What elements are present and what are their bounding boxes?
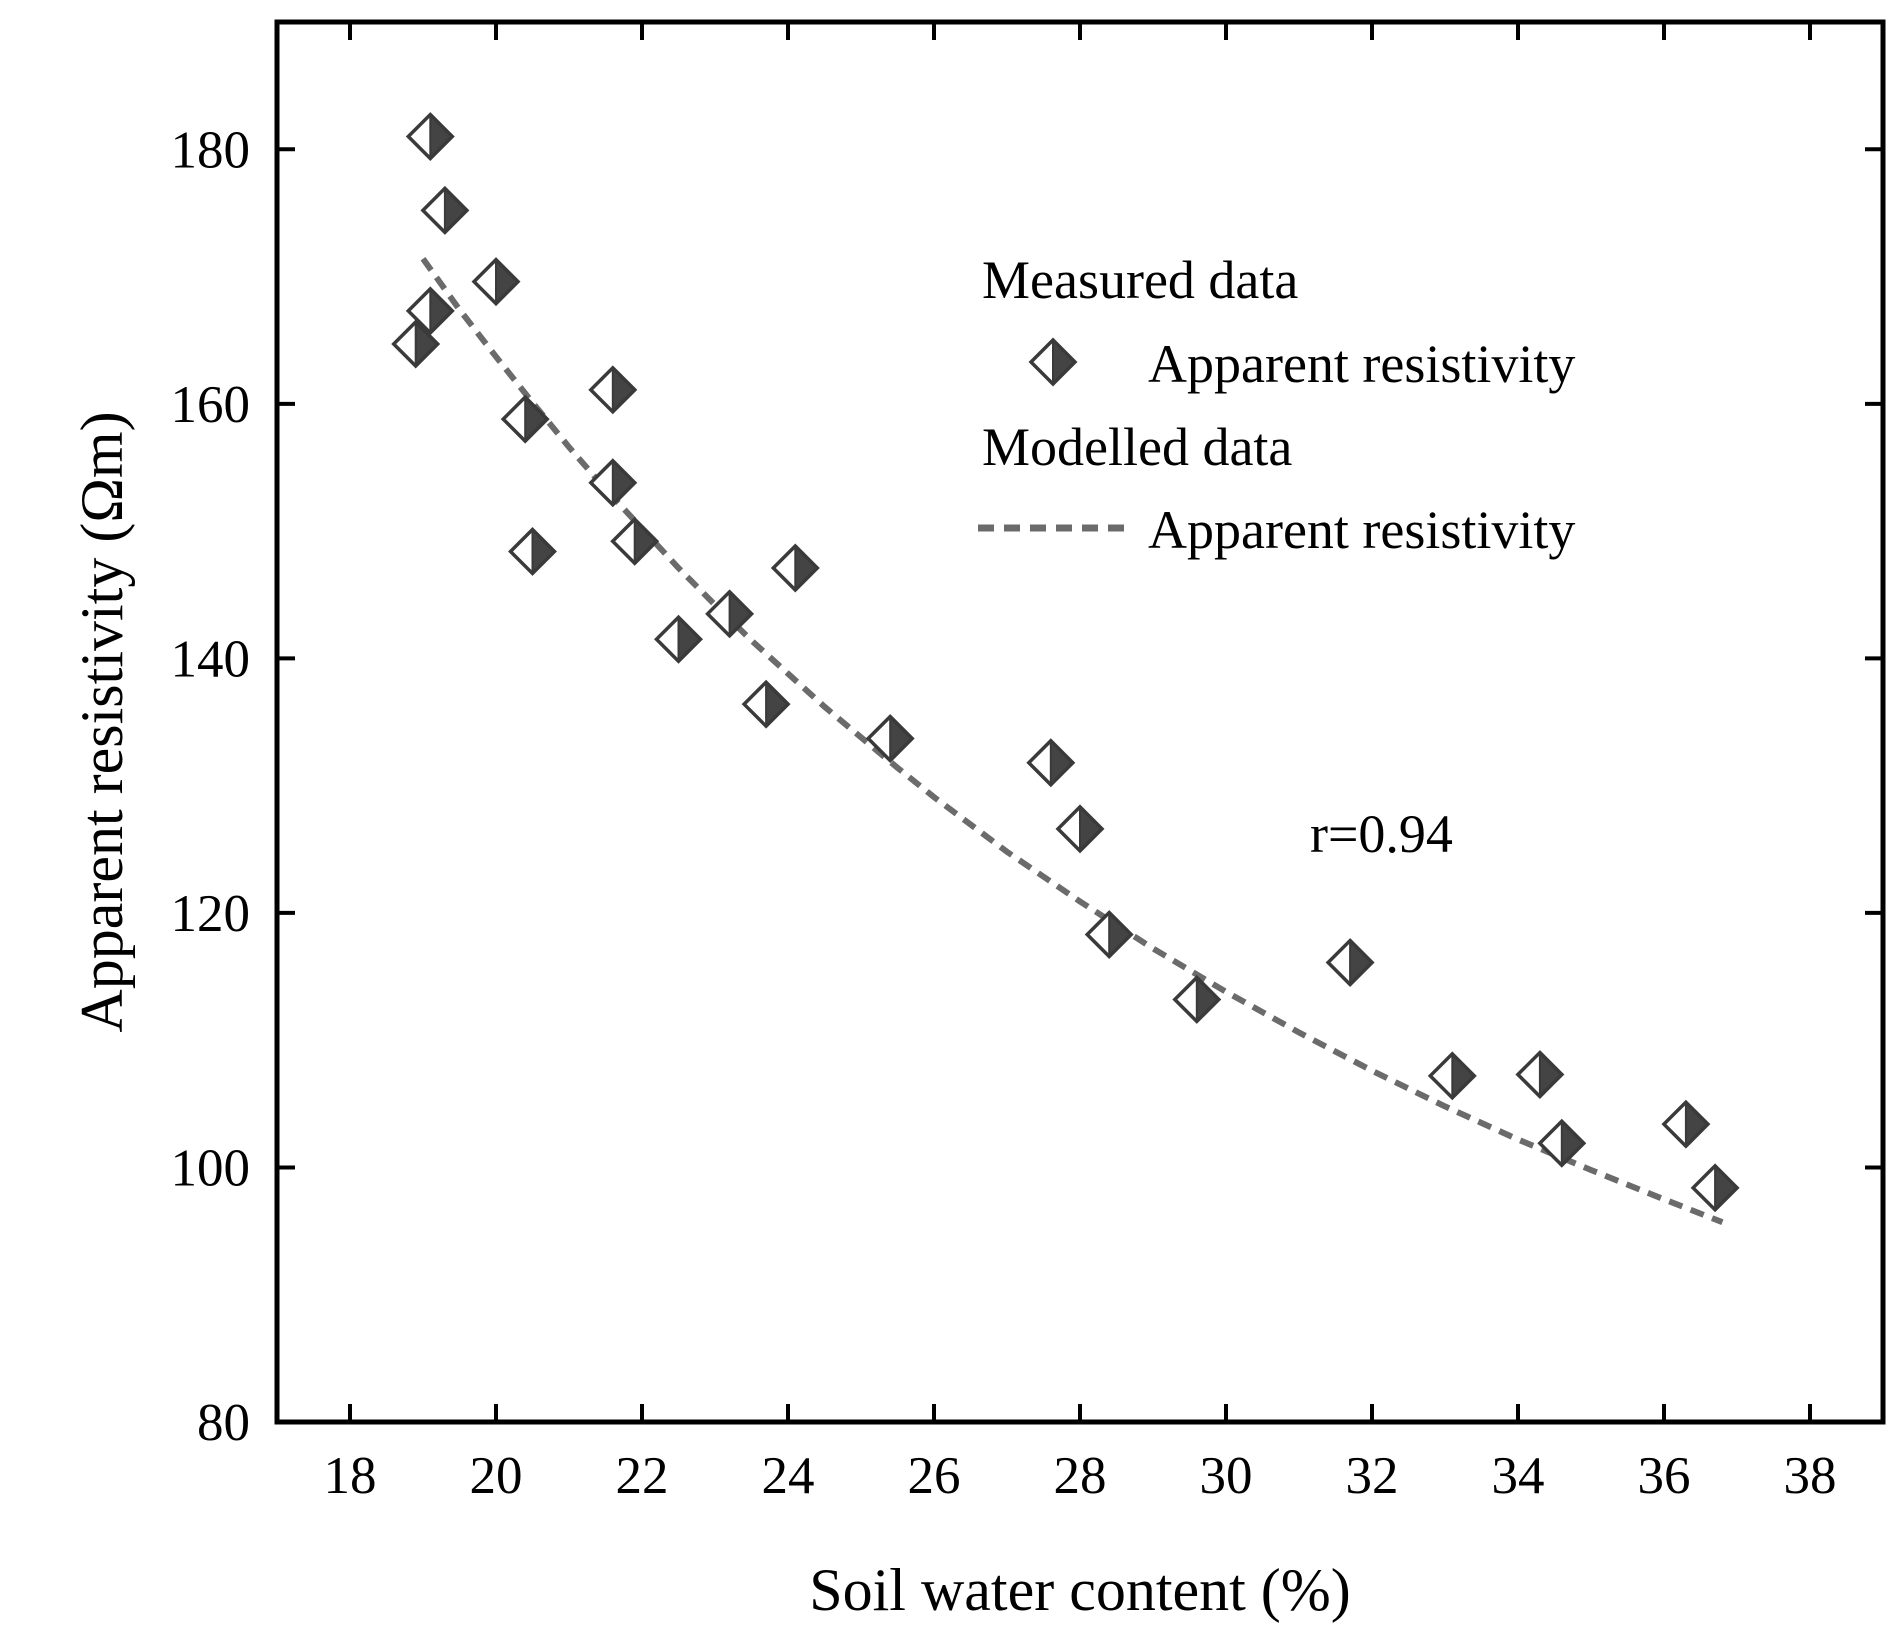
data-point (1172, 974, 1222, 1024)
data-point (654, 614, 703, 664)
x-tick-label: 30 (1200, 1447, 1253, 1505)
data-point (588, 458, 638, 508)
data-point (1515, 1050, 1565, 1100)
data-point (1055, 804, 1105, 854)
data-point (1427, 1051, 1477, 1101)
x-tick-label: 26 (908, 1447, 961, 1505)
measured-points-layer (391, 112, 1740, 1213)
legend-diamond-marker (1028, 337, 1078, 387)
legend-diamond-icon (1028, 337, 1078, 387)
y-tick-label: 100 (171, 1139, 251, 1197)
modelled-fit-layer (420, 256, 1724, 1225)
data-point (1325, 938, 1375, 988)
legend-modelled-label: Apparent resistivity (1148, 500, 1575, 560)
x-tick-label: 18 (324, 1447, 377, 1505)
x-tick-label: 38 (1784, 1447, 1837, 1505)
data-point (1537, 1118, 1587, 1168)
data-point (405, 112, 455, 162)
data-point (471, 257, 521, 307)
ticks-layer: 18 20 22 24 26 28 30 32 34 36 38 80 100 120 140 160 180 (171, 22, 1883, 1505)
y-tick-label: 120 (171, 885, 251, 943)
y-axis-label: Apparent resistivity (Ωm) (69, 411, 135, 1032)
data-point (500, 394, 550, 444)
data-point (405, 286, 455, 336)
y-tick-label: 160 (171, 376, 251, 434)
data-point (391, 319, 441, 369)
y-tick-label: 180 (171, 121, 251, 179)
x-tick-label: 20 (470, 1447, 523, 1505)
legend: Measured data Apparent resistivity Model… (978, 250, 1575, 560)
data-point (610, 516, 660, 566)
data-point (1026, 738, 1076, 788)
data-point (770, 543, 820, 593)
data-point (865, 714, 915, 764)
data-point (508, 526, 557, 576)
data-point (1661, 1099, 1711, 1149)
y-tick-label: 80 (197, 1394, 250, 1452)
x-tick-label: 28 (1054, 1447, 1107, 1505)
correlation-annotation: r=0.94 (1310, 804, 1453, 864)
data-point (1690, 1163, 1740, 1213)
data-point (705, 589, 755, 639)
x-tick-label: 34 (1492, 1447, 1545, 1505)
legend-measured-label: Apparent resistivity (1148, 334, 1575, 394)
data-point (1084, 910, 1134, 960)
data-point (588, 365, 638, 415)
x-tick-label: 32 (1346, 1447, 1399, 1505)
data-point (741, 679, 791, 729)
x-tick-label: 22 (616, 1447, 669, 1505)
x-tick-label: 24 (762, 1447, 815, 1505)
legend-modelled-heading: Modelled data (982, 417, 1292, 477)
plot-frame (274, 19, 1886, 1425)
legend-measured-heading: Measured data (982, 250, 1298, 310)
modelled-fit-line (420, 256, 1724, 1225)
data-point (420, 185, 470, 235)
y-tick-label: 140 (171, 630, 251, 688)
x-tick-label: 36 (1638, 1447, 1691, 1505)
x-axis-label: Soil water content (%) (809, 1557, 1351, 1623)
